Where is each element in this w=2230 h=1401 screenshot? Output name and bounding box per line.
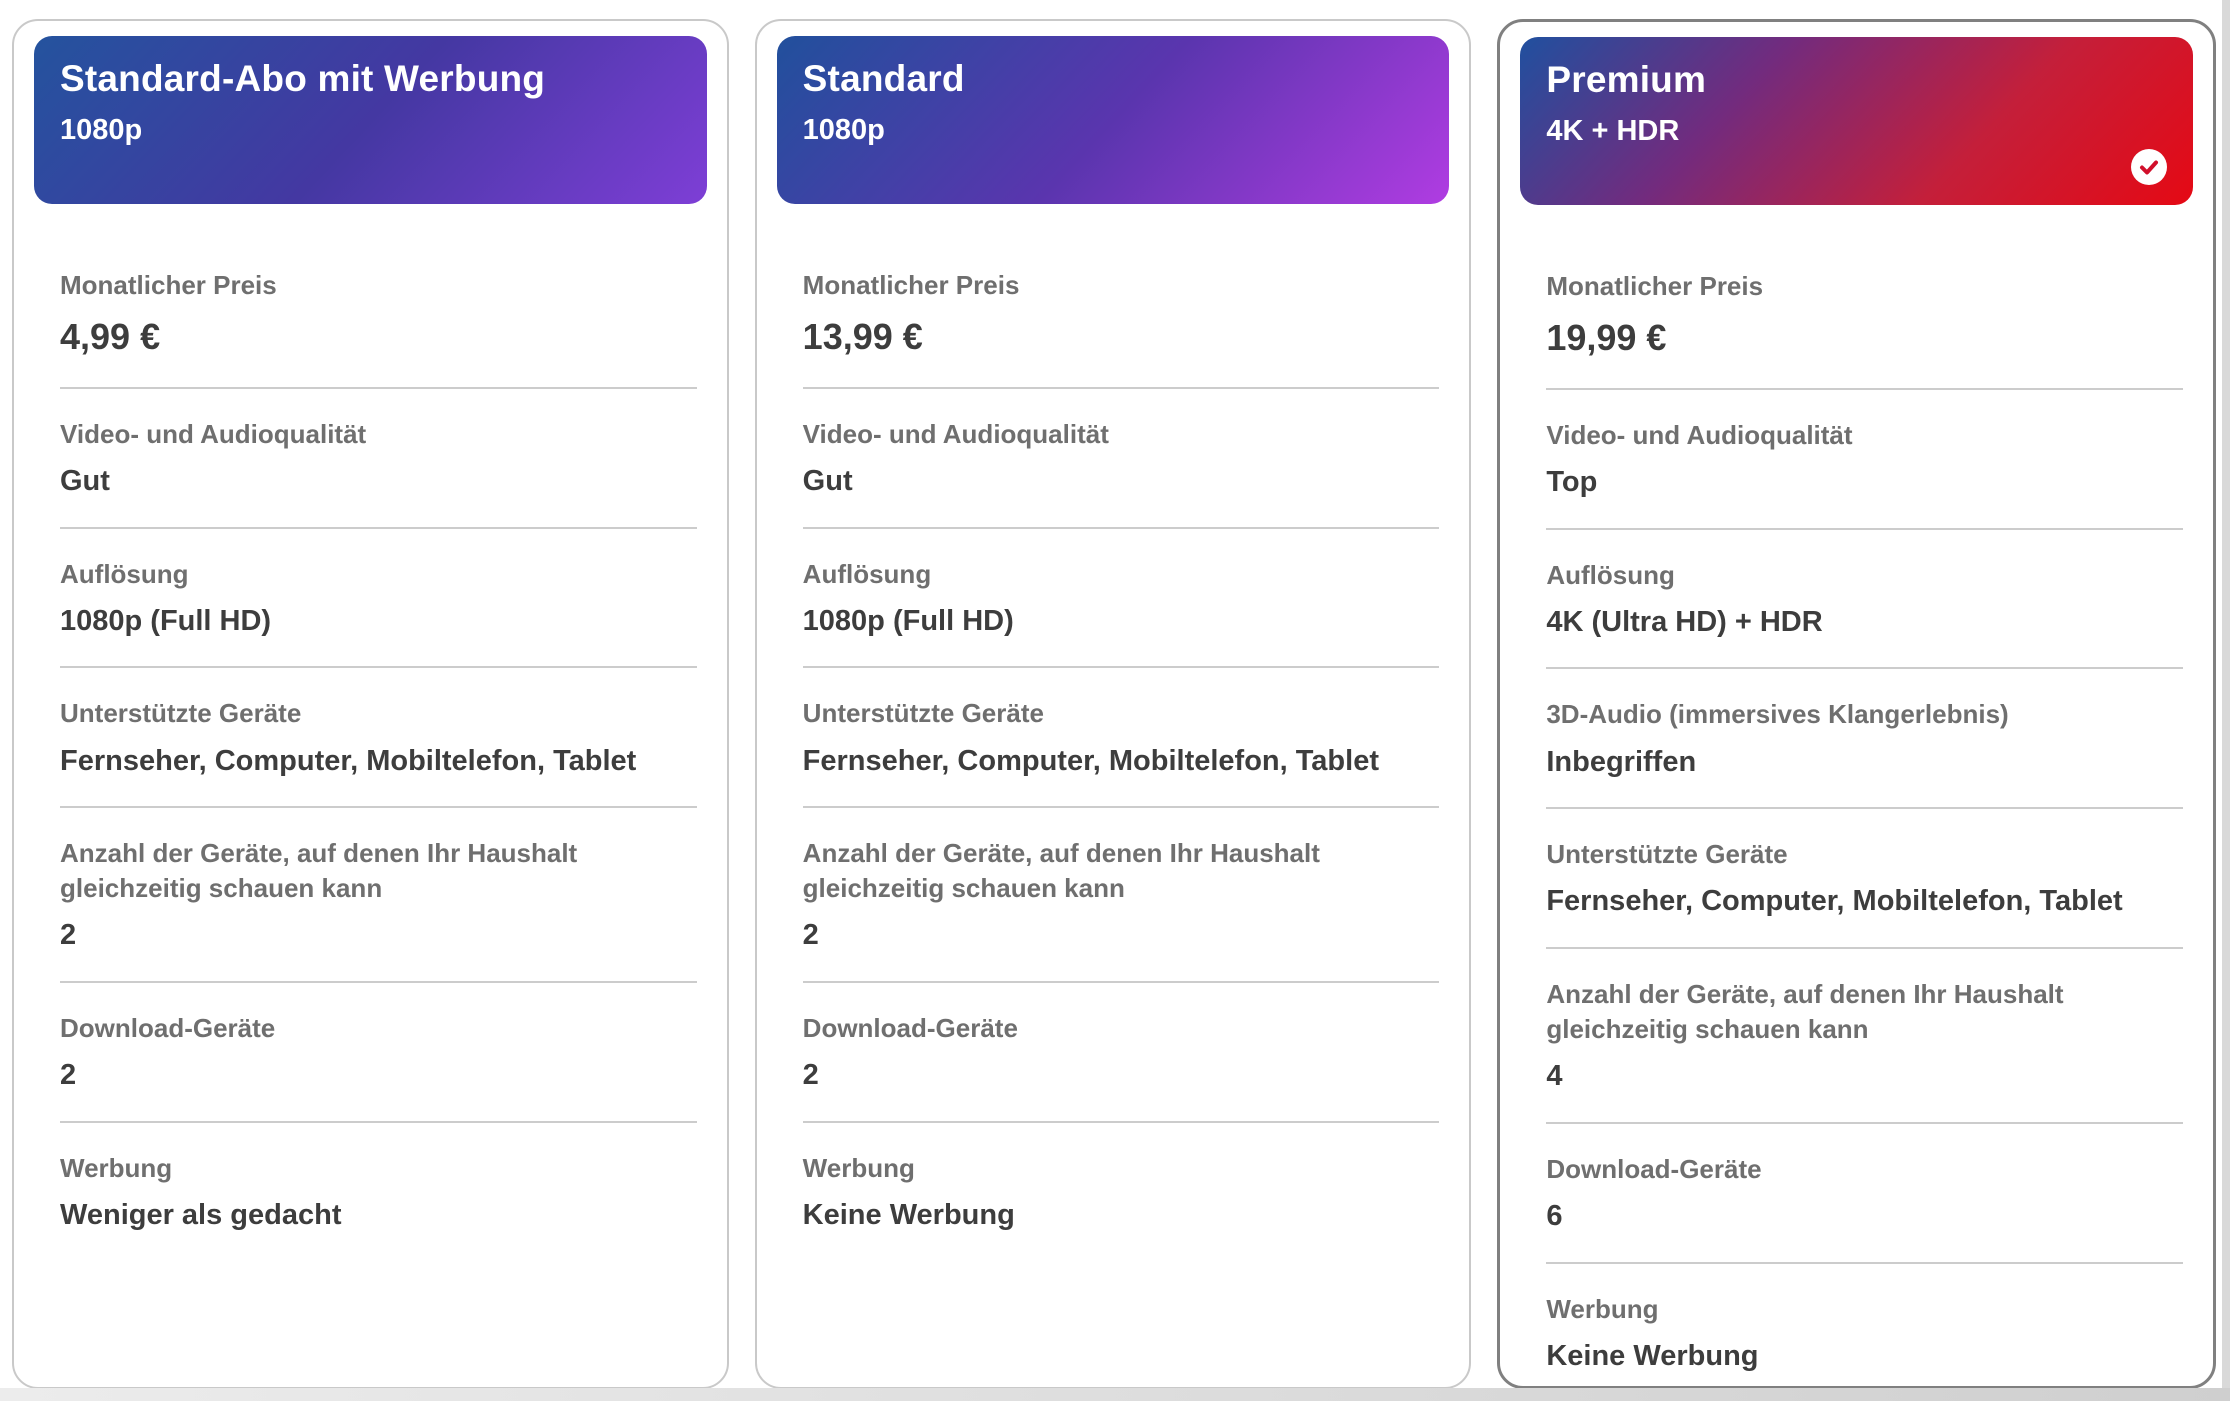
- plan-header-premium: Premium 4K + HDR: [1520, 37, 2194, 205]
- row-resolution: Auflösung 1080p (Full HD): [802, 529, 1440, 669]
- row-value: 4: [1546, 1060, 1563, 1093]
- row-label: Video- und Audioqualität: [802, 418, 1109, 449]
- row-av-quality: Video- und Audioqualität Top: [1546, 390, 2184, 530]
- row-value: Keine Werbung: [802, 1198, 1015, 1231]
- row-value: 6: [1546, 1199, 1563, 1232]
- row-simultaneous-streams: Anzahl der Geräte, auf denen Ihr Haushal…: [60, 808, 697, 984]
- row-label: Anzahl der Geräte, auf denen Ihr Haushal…: [1546, 979, 2064, 1045]
- row-value: 4K (Ultra HD) + HDR: [1546, 605, 1823, 638]
- row-supported-devices: Unterstützte Geräte Fernseher, Computer,…: [802, 668, 1440, 809]
- row-resolution: Auflösung 1080p (Full HD): [60, 529, 697, 669]
- row-simultaneous-streams: Anzahl der Geräte, auf denen Ihr Haushal…: [1546, 949, 2184, 1124]
- check-icon: [2140, 160, 2159, 175]
- selected-check-badge: [2131, 149, 2168, 185]
- row-value: Inbegriffen: [1546, 745, 1697, 778]
- row-3d-audio: 3D-Audio (immersives Klangerlebnis) Inbe…: [1546, 669, 2184, 810]
- row-value: 13,99 €: [802, 316, 923, 358]
- plan-title: Standard-Abo mit Werbung: [60, 58, 546, 99]
- plan-subtitle: 4K + HDR: [1546, 115, 1680, 147]
- plan-card-premium[interactable]: Premium 4K + HDR Monatlicher Preis 19,99…: [1497, 19, 2217, 1389]
- plan-details: Monatlicher Preis 13,99 € Video- und Aud…: [802, 234, 1440, 1261]
- row-value: Weniger als gedacht: [60, 1198, 342, 1231]
- row-label: Werbung: [60, 1152, 173, 1183]
- row-value: Keine Werbung: [1546, 1339, 1759, 1372]
- row-simultaneous-streams: Anzahl der Geräte, auf denen Ihr Haushal…: [802, 808, 1440, 984]
- row-label: 3D-Audio (immersives Klangerlebnis): [1546, 699, 2009, 730]
- row-value: Gut: [802, 464, 853, 497]
- plan-subtitle: 1080p: [60, 114, 143, 146]
- plan-details: Monatlicher Preis 4,99 € Video- und Audi…: [60, 234, 697, 1261]
- row-label: Monatlicher Preis: [1546, 271, 1764, 301]
- plan-header-standard: Standard 1080p: [776, 36, 1450, 204]
- row-label: Anzahl der Geräte, auf denen Ihr Haushal…: [802, 838, 1320, 904]
- row-value: Fernseher, Computer, Mobiltelefon, Table…: [1546, 885, 2123, 918]
- plan-header-standard-with-ads: Standard-Abo mit Werbung 1080p: [34, 36, 707, 204]
- row-ads: Werbung Weniger als gedacht: [60, 1123, 697, 1261]
- row-label: Unterstützte Geräte: [60, 698, 302, 729]
- plan-title: Standard: [802, 58, 965, 99]
- row-monthly-price: Monatlicher Preis 4,99 €: [60, 234, 697, 389]
- row-supported-devices: Unterstützte Geräte Fernseher, Computer,…: [60, 668, 697, 809]
- row-label: Download-Geräte: [60, 1013, 276, 1044]
- row-value: 19,99 €: [1546, 317, 1667, 359]
- row-monthly-price: Monatlicher Preis 13,99 €: [802, 234, 1440, 389]
- row-resolution: Auflösung 4K (Ultra HD) + HDR: [1546, 530, 2184, 670]
- row-label: Unterstützte Geräte: [1546, 839, 1788, 870]
- row-download-devices: Download-Geräte 2: [802, 983, 1440, 1123]
- row-value: 2: [802, 919, 819, 952]
- row-label: Auflösung: [60, 558, 189, 589]
- row-label: Werbung: [1546, 1293, 1659, 1324]
- plan-title: Premium: [1546, 59, 1707, 100]
- row-label: Download-Geräte: [802, 1013, 1018, 1044]
- row-monthly-price: Monatlicher Preis 19,99 €: [1546, 235, 2184, 390]
- row-value: Gut: [60, 464, 110, 497]
- row-label: Video- und Audioqualität: [1546, 419, 1853, 450]
- row-value: 2: [60, 1059, 77, 1092]
- row-label: Auflösung: [802, 558, 932, 589]
- row-label: Download-Geräte: [1546, 1153, 1762, 1184]
- row-label: Video- und Audioqualität: [60, 418, 367, 449]
- plan-details: Monatlicher Preis 19,99 € Video- und Aud…: [1546, 235, 2184, 1401]
- row-download-devices: Download-Geräte 6: [1546, 1124, 2184, 1264]
- row-value: Top: [1546, 465, 1598, 498]
- row-ads: Werbung Keine Werbung: [1546, 1264, 2183, 1401]
- row-value: 4,99 €: [60, 316, 161, 358]
- page-bottom-edge: [0, 1388, 2230, 1401]
- row-ads: Werbung Keine Werbung: [803, 1123, 1440, 1261]
- row-value: 1080p (Full HD): [802, 604, 1014, 637]
- row-label: Monatlicher Preis: [60, 270, 277, 300]
- row-label: Werbung: [802, 1152, 915, 1183]
- row-value: 2: [802, 1059, 819, 1092]
- plan-subtitle: 1080p: [802, 114, 885, 146]
- plan-card-standard-with-ads[interactable]: Standard-Abo mit Werbung 1080p Monatlich…: [12, 19, 729, 1389]
- row-supported-devices: Unterstützte Geräte Fernseher, Computer,…: [1546, 809, 2184, 950]
- row-value: Fernseher, Computer, Mobiltelefon, Table…: [802, 744, 1379, 777]
- row-av-quality: Video- und Audioqualität Gut: [802, 389, 1440, 529]
- row-download-devices: Download-Geräte 2: [60, 983, 697, 1123]
- row-value: 1080p (Full HD): [60, 604, 272, 637]
- row-av-quality: Video- und Audioqualität Gut: [60, 389, 697, 529]
- row-value: 2: [60, 919, 77, 952]
- row-label: Anzahl der Geräte, auf denen Ihr Haushal…: [60, 838, 578, 904]
- row-label: Monatlicher Preis: [802, 270, 1020, 300]
- row-label: Unterstützte Geräte: [802, 698, 1044, 729]
- row-value: Fernseher, Computer, Mobiltelefon, Table…: [60, 744, 637, 777]
- plan-card-standard[interactable]: Standard 1080p Monatlicher Preis 13,99 €…: [754, 19, 1472, 1389]
- row-label: Auflösung: [1546, 559, 1675, 590]
